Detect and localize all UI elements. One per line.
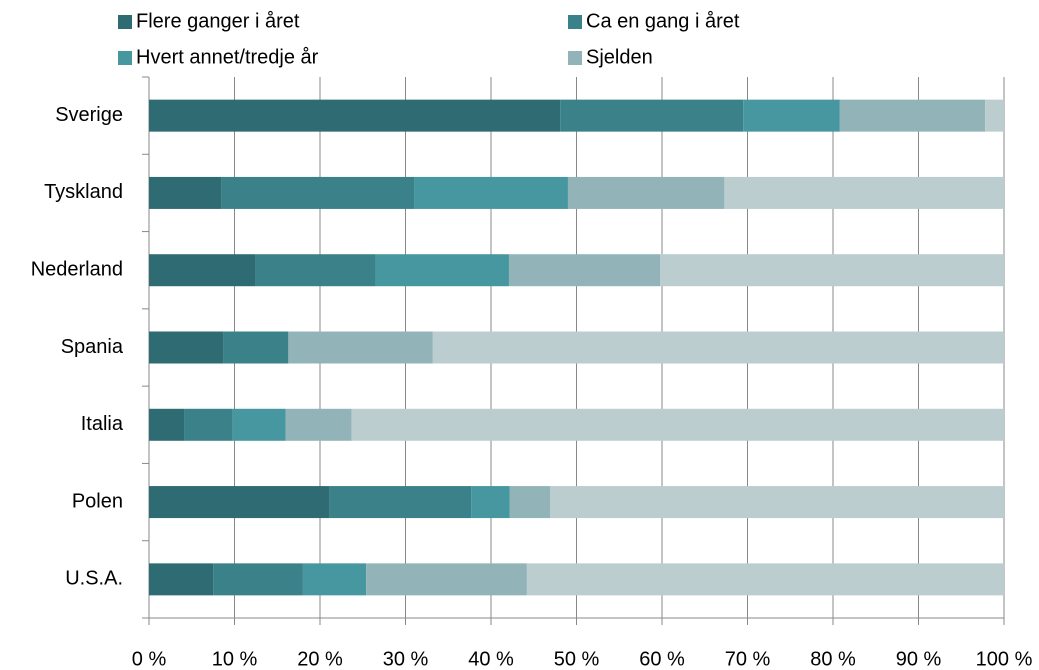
legend-label: Flere ganger i året: [136, 10, 300, 32]
bar-segment: [285, 408, 352, 441]
bar-segment: [375, 254, 509, 287]
bar-segment: [149, 176, 222, 209]
bar-segment: [149, 408, 185, 441]
bar-segment: [549, 486, 1004, 519]
y-tick-label: Polen: [72, 490, 123, 512]
bar-segment: [508, 254, 661, 287]
bar-segment: [567, 176, 725, 209]
x-tick-label: 40 %: [468, 648, 514, 670]
bar-segment: [302, 563, 367, 596]
bar-segment: [526, 563, 1004, 596]
bar-segment: [366, 563, 527, 596]
bar-segment: [743, 99, 840, 132]
x-tick-label: 70 %: [725, 648, 771, 670]
legend-swatch: [568, 15, 582, 29]
bar-segment: [560, 99, 744, 132]
bar-segment: [149, 254, 256, 287]
legend-label: Hvert annet/tredje år: [136, 46, 319, 68]
x-tick-label: 90 %: [896, 648, 942, 670]
y-tick-label: Sverige: [55, 104, 123, 126]
bar-segment: [471, 486, 510, 519]
bar-segment: [223, 331, 289, 364]
x-tick-label: 100 %: [976, 648, 1033, 670]
legend-label: Sjelden: [586, 46, 653, 68]
x-tick-label: 20 %: [297, 648, 343, 670]
bar-segment: [149, 563, 214, 596]
legend-swatch: [118, 51, 132, 65]
x-tick-label: 80 %: [810, 648, 856, 670]
bar-segment: [985, 99, 1004, 132]
bar-segment: [351, 408, 1004, 441]
x-tick-label: 50 %: [554, 648, 600, 670]
bar-segment: [329, 486, 472, 519]
y-tick-label: U.S.A.: [65, 568, 123, 590]
bar-segment: [149, 99, 561, 132]
legend-swatch: [568, 51, 582, 65]
bar-segment: [288, 331, 433, 364]
bar-segment: [184, 408, 233, 441]
bar-segment: [414, 176, 568, 209]
x-tick-label: 60 %: [639, 648, 685, 670]
bar-segment: [221, 176, 415, 209]
x-tick-label: 30 %: [383, 648, 429, 670]
legend-swatch: [118, 15, 132, 29]
bar-segment: [255, 254, 376, 287]
y-tick-label: Tyskland: [44, 181, 123, 203]
legend-label: Ca en gang i året: [586, 10, 740, 32]
x-tick-label: 0 %: [132, 648, 167, 670]
y-tick-label: Italia: [81, 413, 124, 435]
bar-segment: [509, 486, 550, 519]
y-tick-label: Nederland: [31, 258, 123, 280]
bar-segment: [432, 331, 1004, 364]
bar-segment: [724, 176, 1004, 209]
bar-segment: [149, 486, 330, 519]
bar-segment: [213, 563, 303, 596]
bar-segment: [839, 99, 986, 132]
y-tick-label: Spania: [61, 336, 124, 358]
bar-segment: [660, 254, 1004, 287]
x-tick-label: 10 %: [212, 648, 258, 670]
bar-segment: [149, 331, 224, 364]
bar-segment: [232, 408, 286, 441]
